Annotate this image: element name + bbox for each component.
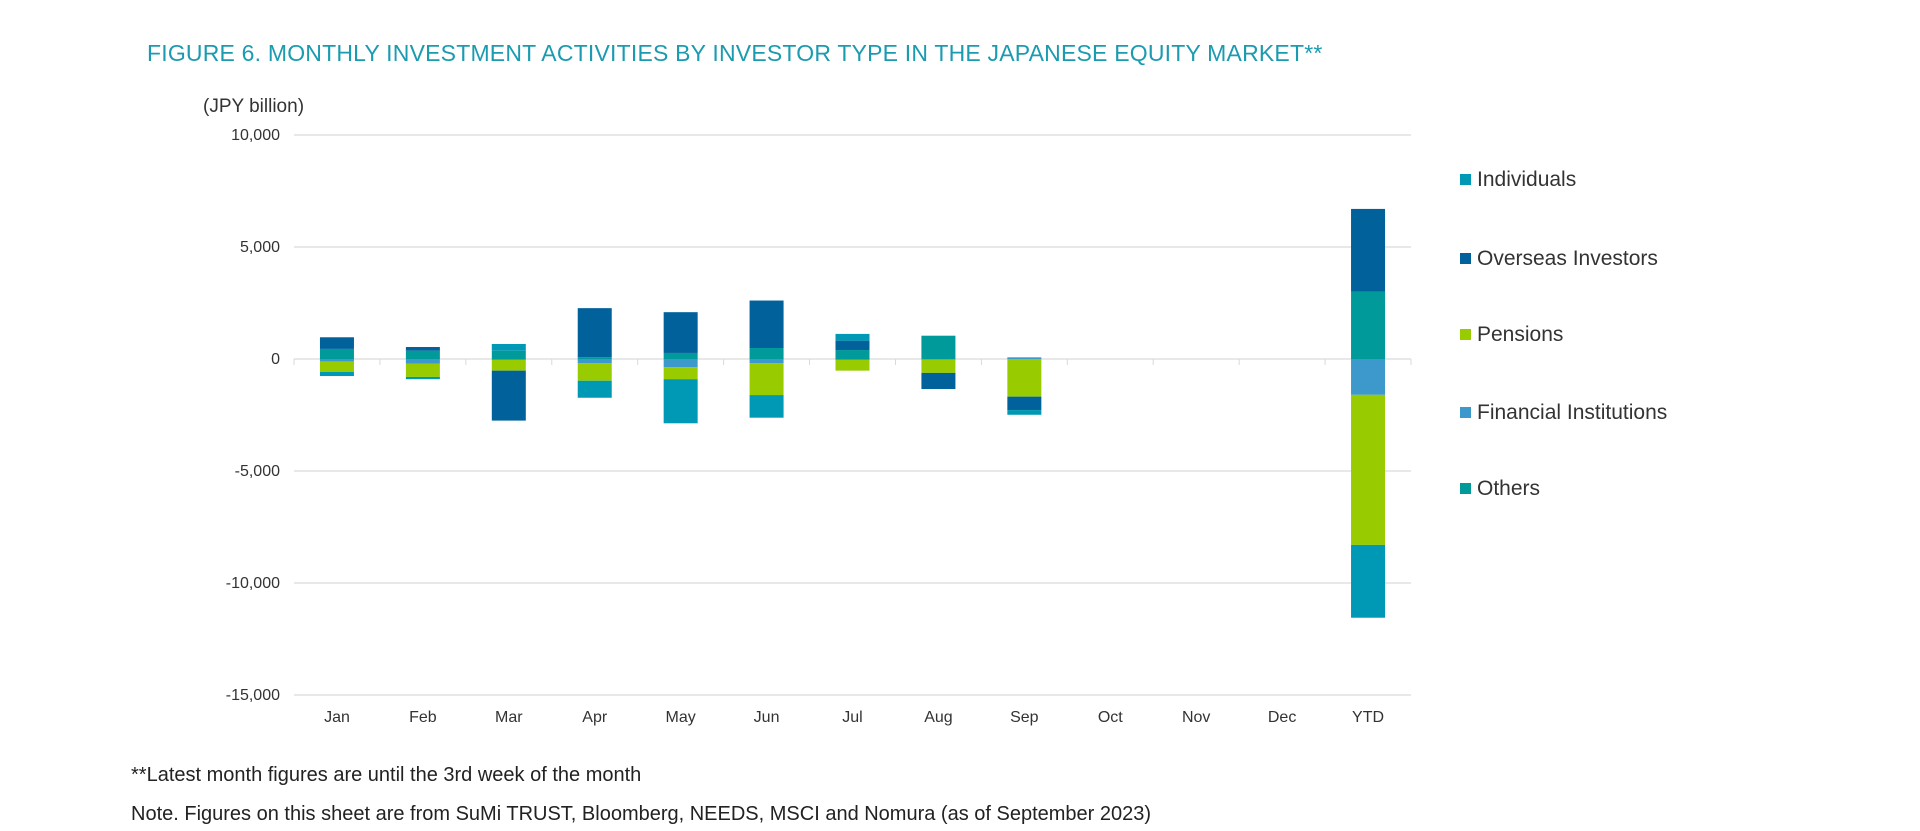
bar-segment-overseas-investors (921, 372, 956, 390)
bar-segment-pensions (663, 367, 698, 380)
bar-segment-financial-institutions (405, 359, 440, 364)
bar-segment-financial-institutions (491, 359, 526, 360)
x-tick-label: Nov (1182, 709, 1210, 726)
x-tick-label: Oct (1098, 709, 1123, 726)
bar-segment-financial-institutions (663, 359, 698, 368)
x-tick-label: Jan (324, 709, 350, 726)
bar-segment-overseas-investors (1007, 396, 1042, 411)
x-tick-label: Apr (582, 709, 608, 726)
bar-segment-financial-institutions (1351, 359, 1386, 395)
bar-segment-individuals (491, 343, 526, 351)
x-tick-label: Mar (495, 709, 523, 726)
bar-segment-others (319, 348, 354, 359)
bar-segment-individuals (319, 371, 354, 377)
bar-segment-overseas-investors (319, 337, 354, 349)
bar-segment-pensions (1351, 394, 1386, 545)
bar-segment-pensions (491, 359, 526, 371)
bar-segment-individuals (835, 333, 870, 341)
legend-swatch (1460, 329, 1471, 340)
bar-segment-financial-institutions (1007, 357, 1042, 359)
bar-segment-overseas-investors (577, 308, 612, 358)
bar-segment-others (577, 357, 612, 359)
y-tick-label: -15,000 (226, 687, 280, 704)
bar-segment-pensions (319, 361, 354, 372)
x-tick-label: Aug (924, 709, 952, 726)
x-tick-label: Feb (409, 709, 437, 726)
legend-label: Pensions (1477, 323, 1563, 346)
bar-segment-others (921, 335, 956, 359)
source-note: Note. Figures on this sheet are from SuM… (131, 803, 1152, 825)
bar-segment-financial-institutions (835, 359, 870, 360)
bar-segment-others (405, 350, 440, 359)
x-tick-label: YTD (1352, 709, 1384, 726)
chart-title: FIGURE 6. MONTHLY INVESTMENT ACTIVITIES … (147, 40, 1323, 66)
y-tick-label: -10,000 (226, 575, 280, 592)
bar-segment-pensions (749, 363, 784, 396)
bar-segment-overseas-investors (1351, 208, 1386, 292)
bar-segment-others (663, 352, 698, 359)
bar-segment-pensions (405, 363, 440, 377)
footnote: **Latest month figures are until the 3rd… (131, 764, 642, 786)
legend-label: Overseas Investors (1477, 247, 1658, 270)
bar-segment-individuals (577, 380, 612, 398)
bar-segment-financial-institutions (749, 359, 784, 364)
y-tick-label: -5,000 (235, 463, 280, 480)
bar-segment-pensions (835, 359, 870, 371)
bar-segment-overseas-investors (835, 340, 870, 351)
legend-swatch (1460, 483, 1471, 494)
bar-segment-individuals (1351, 544, 1386, 618)
legend-label: Financial Institutions (1477, 401, 1667, 424)
bar-segment-individuals (405, 376, 440, 380)
legend-swatch (1460, 407, 1471, 418)
x-tick-label: Jul (842, 709, 862, 726)
bar-segment-financial-institutions (319, 359, 354, 362)
bar-segment-individuals (1007, 410, 1042, 415)
bar-segment-others (749, 348, 784, 359)
y-tick-label: 10,000 (231, 127, 280, 144)
x-tick-label: Sep (1010, 709, 1039, 726)
bar-segment-others (835, 350, 870, 359)
legend-label: Others (1477, 477, 1540, 500)
y-tick-label: 0 (271, 351, 280, 368)
legend-swatch (1460, 174, 1471, 185)
bar-segment-pensions (577, 363, 612, 381)
bar-segment-others (491, 350, 526, 359)
bar-segment-individuals (749, 395, 784, 418)
bar-segment-pensions (1007, 359, 1042, 397)
bar-segment-financial-institutions (577, 359, 612, 364)
bar-segment-overseas-investors (663, 312, 698, 353)
y-tick-label: 5,000 (240, 239, 280, 256)
bar-segment-pensions (921, 359, 956, 373)
x-tick-label: Jun (754, 709, 780, 726)
y-axis-unit-label: (JPY billion) (203, 96, 305, 117)
bar-segment-individuals (663, 379, 698, 424)
bar-segment-others (1351, 291, 1386, 359)
x-tick-label: Dec (1268, 709, 1296, 726)
bar-segment-overseas-investors (749, 300, 784, 349)
legend-swatch (1460, 253, 1471, 264)
legend-label: Individuals (1477, 168, 1576, 191)
bar-segment-overseas-investors (405, 347, 440, 351)
bar-segment-overseas-investors (491, 370, 526, 421)
x-tick-label: May (666, 709, 696, 726)
